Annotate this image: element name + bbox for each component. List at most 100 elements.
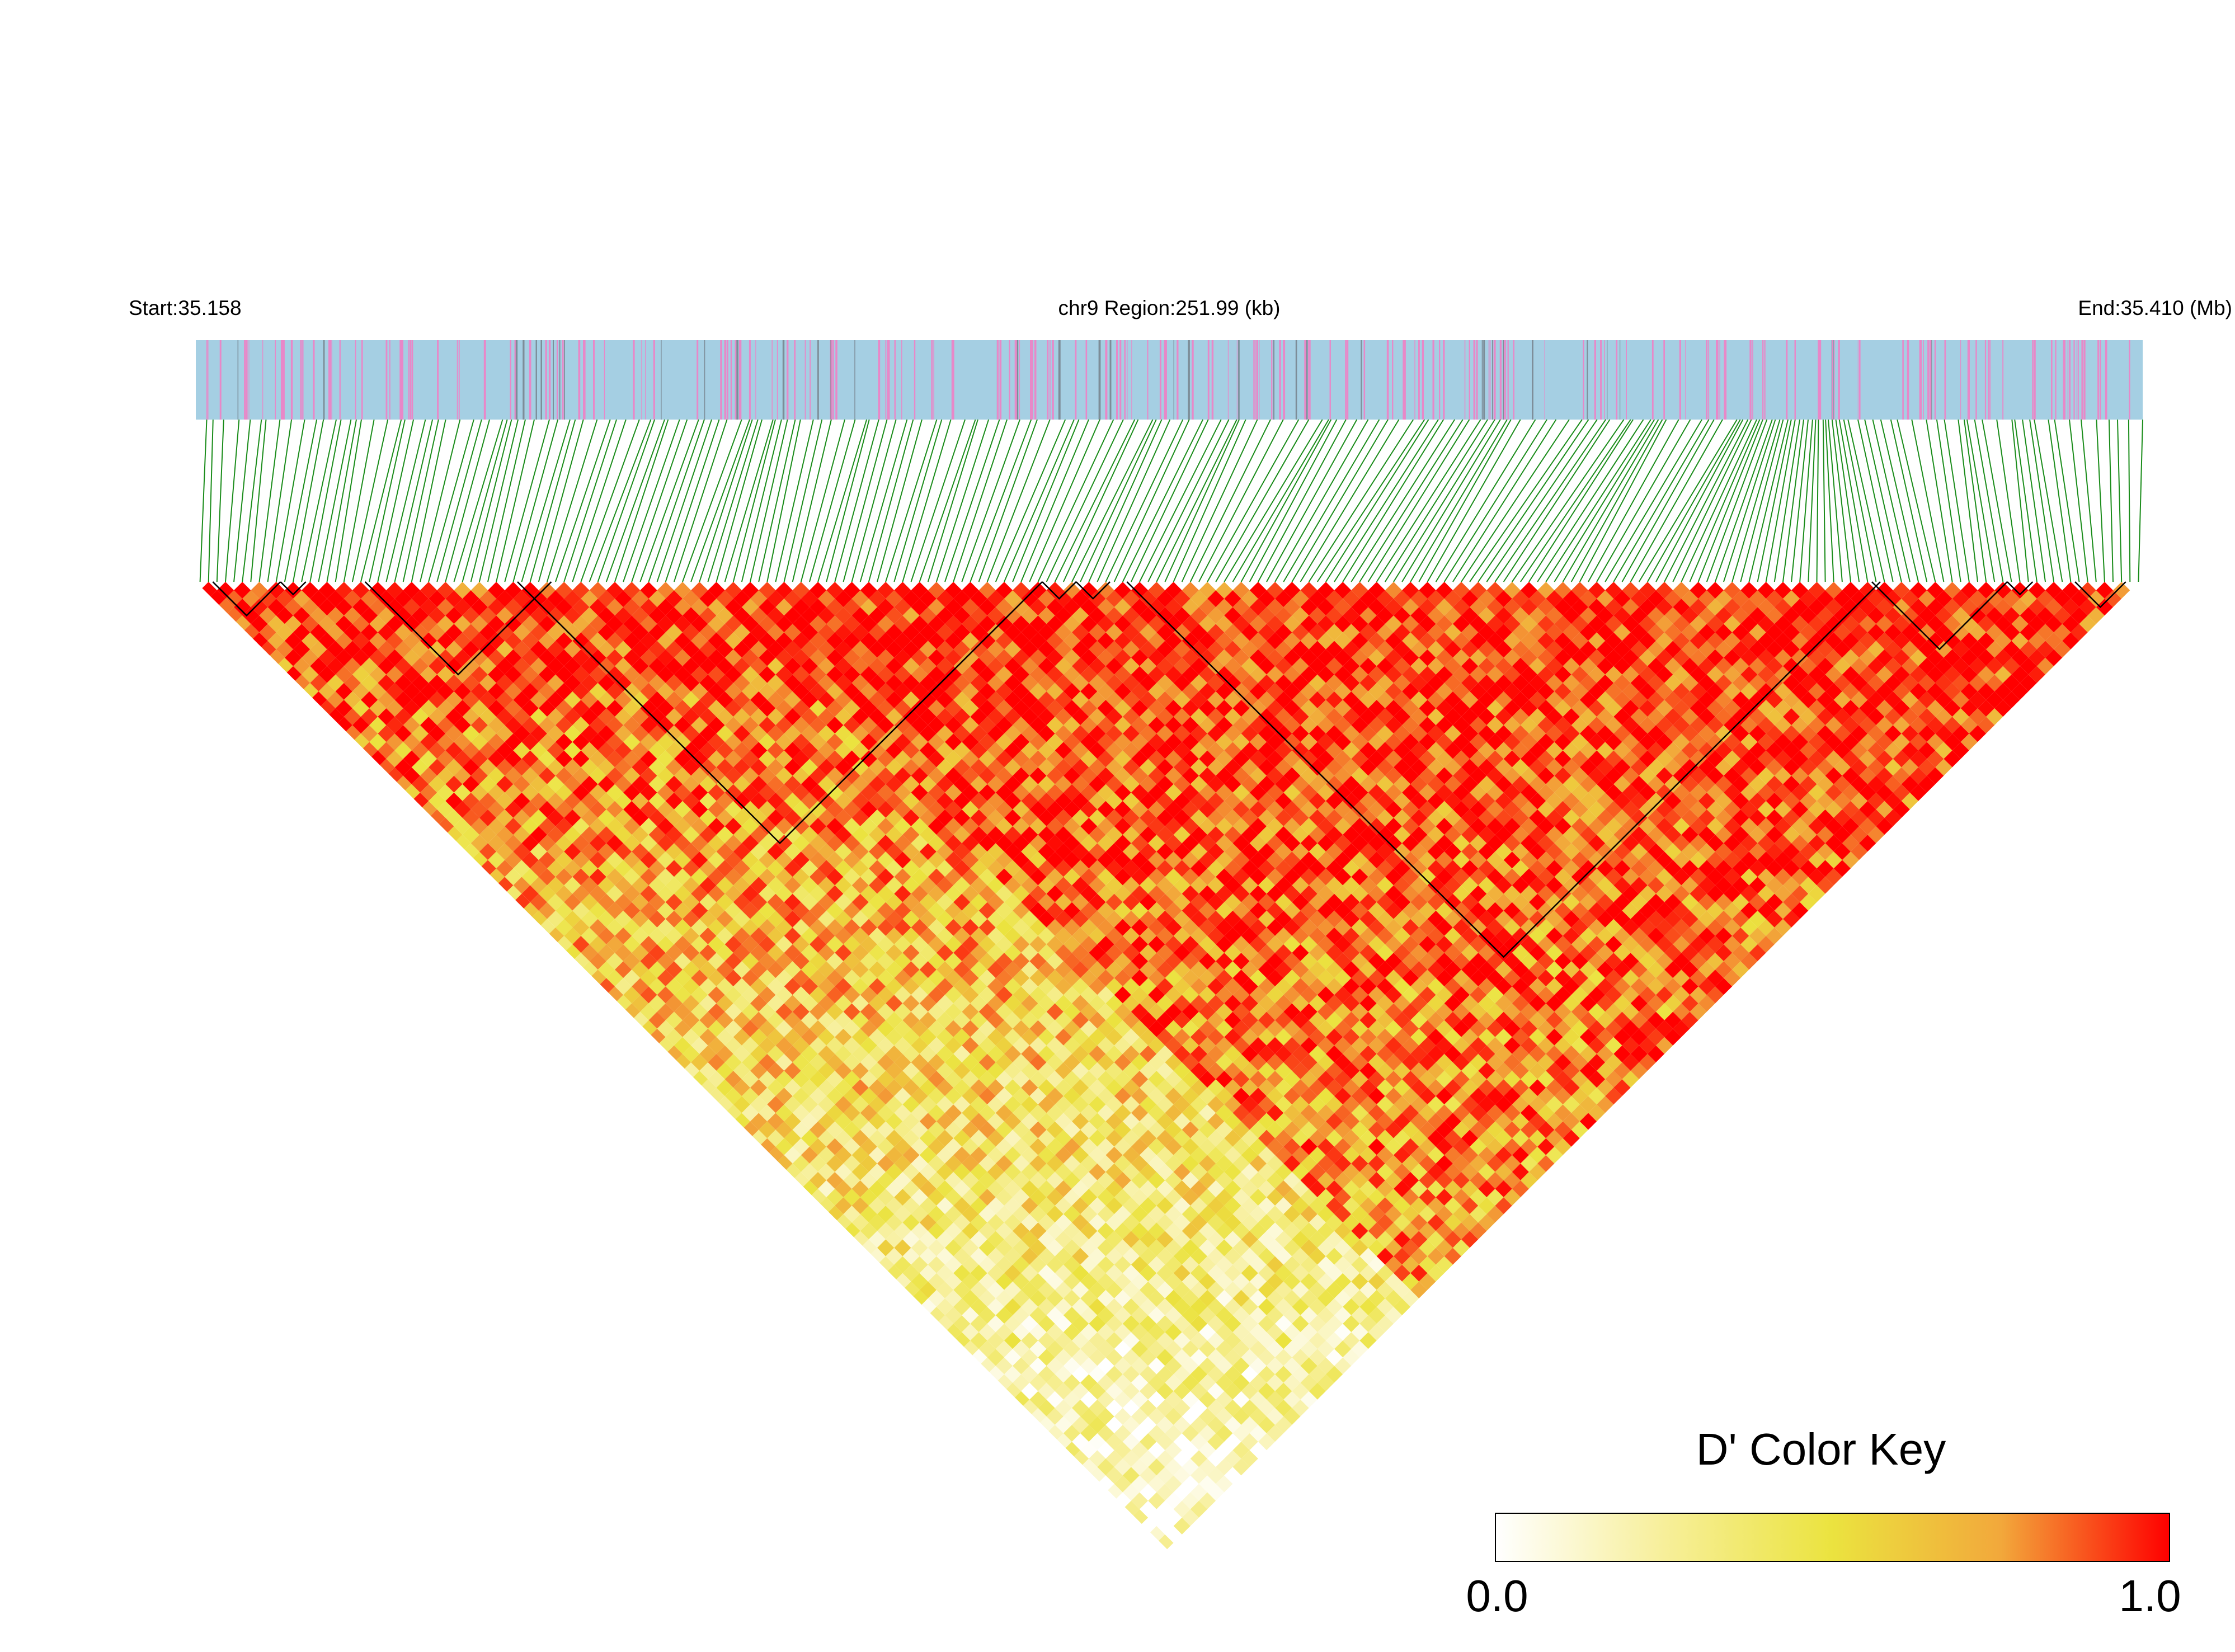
ld-cell bbox=[1131, 733, 1149, 751]
ld-cell bbox=[987, 995, 1004, 1012]
ld-cell bbox=[826, 784, 844, 801]
ld-cell bbox=[835, 877, 852, 894]
ld-cell bbox=[1520, 1104, 1538, 1122]
ld-cell bbox=[1249, 885, 1267, 902]
ld-cell bbox=[1275, 1298, 1292, 1316]
snp-connector-line bbox=[2117, 419, 2123, 582]
ld-cell bbox=[843, 1121, 860, 1138]
ld-cell bbox=[1072, 1382, 1089, 1400]
ld-cell bbox=[1114, 1324, 1131, 1341]
ld-cell bbox=[530, 691, 547, 708]
gene-track-stripe bbox=[593, 340, 595, 420]
ld-cell bbox=[648, 742, 666, 759]
ld-cell bbox=[429, 742, 446, 759]
ld-cell bbox=[953, 1180, 971, 1198]
ld-cell bbox=[1309, 1281, 1326, 1298]
ld-cell bbox=[928, 1206, 945, 1223]
snp-connector-line bbox=[614, 419, 669, 582]
ld-cell bbox=[716, 944, 733, 962]
ld-cell bbox=[953, 961, 971, 978]
ld-cell bbox=[1461, 1197, 1479, 1215]
ld-cell bbox=[894, 885, 911, 902]
snp-connector-line bbox=[826, 419, 870, 582]
ld-cell bbox=[369, 717, 387, 734]
ld-cell bbox=[632, 742, 649, 759]
ld-cell bbox=[1241, 1231, 1258, 1248]
ld-cell bbox=[1063, 1307, 1081, 1324]
ld-cell bbox=[894, 1104, 911, 1122]
ld-cell bbox=[1436, 1020, 1453, 1037]
ld-cell bbox=[1156, 893, 1174, 911]
ld-cell bbox=[1258, 1163, 1276, 1180]
ld-cell bbox=[1258, 809, 1276, 826]
ld-cell bbox=[767, 742, 784, 759]
ld-cell bbox=[826, 599, 844, 616]
ld-cell bbox=[877, 1138, 895, 1155]
ld-cell bbox=[1148, 1037, 1165, 1054]
ld-cell bbox=[1190, 1079, 1208, 1096]
ld-cell bbox=[1376, 1011, 1394, 1029]
ld-cell bbox=[335, 649, 352, 666]
ld-cell bbox=[1199, 1256, 1216, 1273]
ld-cell bbox=[1190, 1416, 1208, 1433]
ld-cell bbox=[1258, 995, 1276, 1012]
ld-cell bbox=[1156, 877, 1174, 894]
ld-cell bbox=[1004, 792, 1022, 809]
ld-cell bbox=[691, 750, 708, 768]
ld-cell bbox=[1029, 1374, 1047, 1391]
snp-connector-line bbox=[1097, 419, 1171, 582]
ld-cell bbox=[1224, 1349, 1241, 1366]
ld-cell bbox=[1275, 860, 1292, 877]
ld-cell bbox=[716, 1011, 733, 1029]
ld-cell bbox=[919, 995, 937, 1012]
ld-cell bbox=[513, 624, 530, 641]
ld-cell bbox=[606, 969, 624, 987]
ld-cell bbox=[1156, 1079, 1174, 1096]
ld-cell bbox=[928, 1222, 945, 1240]
ld-cell bbox=[1038, 978, 1055, 995]
ld-cell bbox=[767, 826, 784, 844]
ld-cell bbox=[835, 1028, 852, 1046]
ld-cell bbox=[513, 860, 530, 877]
ld-cell bbox=[1080, 801, 1098, 818]
ld-cell bbox=[928, 1121, 945, 1138]
ld-cell bbox=[665, 792, 683, 809]
ld-cell bbox=[1004, 1197, 1022, 1215]
ld-cell bbox=[868, 843, 886, 860]
ld-cell bbox=[784, 978, 801, 995]
ld-cell bbox=[521, 885, 539, 902]
gene-track-stripe bbox=[399, 340, 402, 420]
ld-cell bbox=[1427, 1096, 1444, 1113]
ld-cell bbox=[1283, 1307, 1301, 1324]
ld-cell bbox=[1512, 1146, 1529, 1164]
ld-cell bbox=[860, 986, 877, 1004]
ld-cell bbox=[843, 851, 860, 869]
ld-cell bbox=[378, 641, 395, 658]
ld-cell bbox=[1241, 978, 1258, 995]
ld-cell bbox=[1156, 944, 1174, 962]
ld-cell bbox=[767, 1096, 784, 1113]
ld-cell bbox=[759, 582, 776, 599]
ld-cell bbox=[1097, 1071, 1114, 1088]
ld-cell bbox=[632, 927, 649, 944]
ld-cell bbox=[978, 1104, 996, 1122]
ld-cell bbox=[953, 860, 971, 877]
ld-cell bbox=[369, 632, 387, 649]
ld-cell bbox=[978, 750, 996, 768]
ld-cell bbox=[716, 877, 733, 894]
ld-cell bbox=[699, 843, 717, 860]
ld-cell bbox=[1216, 1458, 1233, 1476]
ld-cell bbox=[1089, 893, 1106, 911]
ld-cell bbox=[1055, 1332, 1072, 1349]
ld-cell bbox=[657, 986, 674, 1004]
ld-cell bbox=[1444, 1180, 1461, 1198]
ld-cell bbox=[1410, 1079, 1428, 1096]
ld-cell bbox=[978, 1121, 996, 1138]
ld-cell bbox=[1055, 792, 1072, 809]
snp-connector-line bbox=[2069, 419, 2088, 582]
ld-cell bbox=[1021, 843, 1038, 860]
ld-cell bbox=[1292, 1214, 1309, 1231]
ld-cell bbox=[1131, 1053, 1149, 1071]
ld-cell bbox=[1021, 607, 1038, 624]
ld-cell bbox=[962, 1104, 979, 1122]
